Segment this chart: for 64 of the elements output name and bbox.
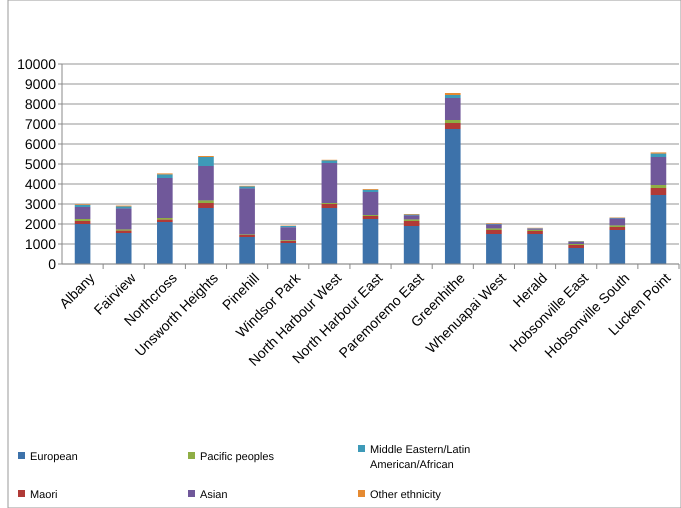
- bar: [609, 227, 626, 230]
- bar: [74, 207, 90, 219]
- bar: [157, 178, 173, 218]
- bar: [486, 234, 502, 264]
- bar: [198, 157, 214, 166]
- legend-label: Asian: [200, 489, 228, 501]
- bar: [609, 230, 626, 264]
- y-tick-label: 10000: [17, 56, 56, 72]
- legend-label: Maori: [30, 489, 58, 501]
- y-tick-label: 4000: [24, 176, 56, 192]
- bar: [74, 221, 90, 224]
- y-tick-label: 3000: [24, 196, 56, 212]
- bar: [157, 174, 173, 178]
- y-tick-label: 8000: [24, 96, 56, 112]
- bar: [280, 243, 296, 264]
- bar: [198, 208, 214, 264]
- bar: [157, 222, 173, 264]
- legend-label: Middle Eastern/Latin American/African: [370, 444, 470, 471]
- bar: [486, 230, 502, 234]
- legend-label: Other ethnicity: [370, 489, 442, 501]
- legend-label: Pacific peoples: [200, 451, 274, 463]
- bar: [486, 224, 502, 228]
- bar: [239, 237, 255, 264]
- bar: [444, 95, 461, 98]
- bar: [444, 120, 461, 123]
- y-tick-label: 5000: [24, 156, 56, 172]
- bar: [650, 185, 666, 188]
- y-tick-label: 6000: [24, 136, 56, 152]
- bar: [527, 231, 543, 234]
- bar: [404, 215, 420, 220]
- bar: [322, 208, 338, 264]
- y-tick-label: 7000: [24, 116, 56, 132]
- bar: [362, 216, 378, 219]
- bar: [322, 204, 338, 208]
- bar: [650, 154, 666, 157]
- bar: [198, 203, 214, 208]
- bar: [568, 245, 584, 248]
- bar: [568, 248, 584, 264]
- bar: [444, 129, 461, 264]
- legend-label: European: [30, 451, 78, 463]
- bar: [322, 163, 338, 203]
- bar: [74, 224, 90, 264]
- bar: [650, 157, 666, 185]
- bar: [404, 226, 420, 264]
- bar: [527, 234, 543, 264]
- bar: [404, 221, 420, 226]
- bar: [198, 166, 214, 200]
- y-tick-label: 1000: [24, 236, 56, 252]
- bar: [116, 233, 132, 264]
- bar: [650, 188, 666, 195]
- bar: [198, 200, 214, 203]
- y-tick-label: 0: [48, 256, 56, 272]
- bar: [362, 192, 378, 215]
- bar: [362, 219, 378, 264]
- bar: [322, 160, 338, 163]
- bar: [650, 195, 666, 264]
- bar: [280, 227, 296, 240]
- bar: [444, 123, 461, 129]
- y-tick-label: 9000: [24, 76, 56, 92]
- bar: [116, 208, 132, 230]
- bar: [239, 188, 255, 234]
- y-tick-label: 2000: [24, 216, 56, 232]
- bar: [609, 218, 626, 226]
- bar: [444, 98, 461, 120]
